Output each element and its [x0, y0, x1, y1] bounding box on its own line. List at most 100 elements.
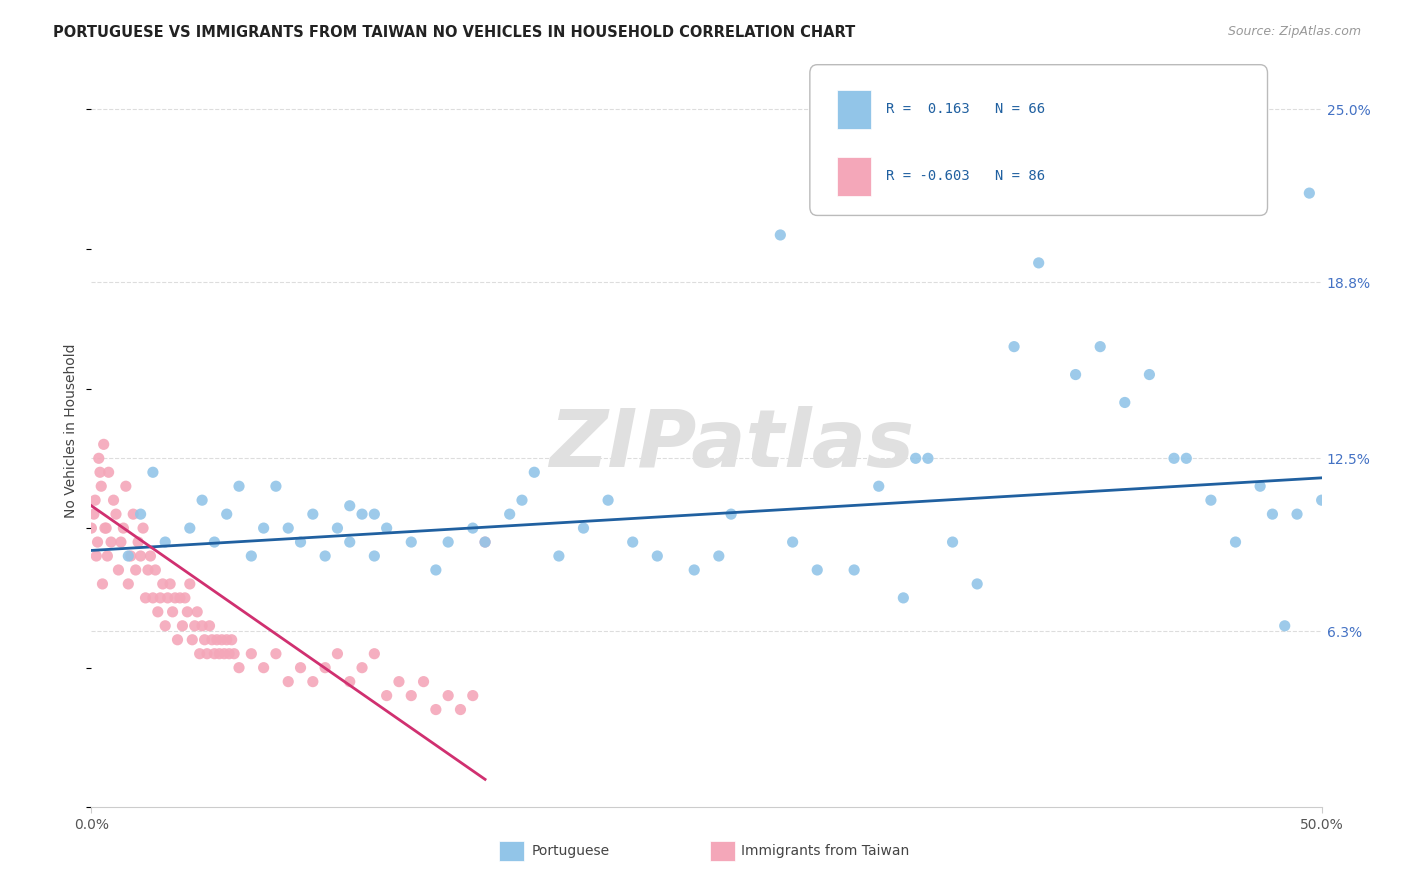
Point — [100, 535, 122, 549]
Point — [169, 591, 191, 605]
Point — [1114, 395, 1136, 409]
FancyBboxPatch shape — [810, 65, 1267, 216]
Point — [86, 549, 108, 563]
Point — [195, 647, 218, 661]
Point — [314, 549, 336, 563]
Point — [904, 451, 927, 466]
Point — [179, 577, 201, 591]
Point — [339, 499, 361, 513]
Point — [183, 619, 207, 633]
Point — [159, 577, 181, 591]
Point — [96, 521, 117, 535]
Point — [181, 632, 204, 647]
Point — [425, 702, 447, 716]
Point — [228, 661, 250, 675]
Point — [720, 507, 742, 521]
Point — [145, 563, 166, 577]
Point — [86, 535, 108, 549]
Point — [215, 507, 238, 521]
Y-axis label: No Vehicles in Household: No Vehicles in Household — [65, 343, 79, 517]
Point — [1199, 493, 1222, 508]
Point — [153, 535, 177, 549]
Point — [174, 591, 197, 605]
Point — [222, 647, 246, 661]
Point — [156, 591, 179, 605]
Point — [122, 507, 145, 521]
Point — [202, 535, 225, 549]
Point — [94, 521, 117, 535]
Point — [179, 521, 201, 535]
Point — [117, 549, 139, 563]
Point — [198, 619, 221, 633]
Point — [449, 702, 471, 716]
Point — [142, 465, 165, 479]
Point — [129, 549, 152, 563]
Point — [89, 465, 111, 479]
Text: Portuguese: Portuguese — [531, 844, 610, 858]
Point — [110, 535, 132, 549]
Point — [1298, 186, 1320, 200]
Point — [399, 689, 422, 703]
Point — [83, 507, 105, 521]
Point — [363, 549, 385, 563]
Point — [782, 535, 804, 549]
Point — [149, 591, 172, 605]
Point — [290, 535, 312, 549]
Point — [103, 493, 125, 508]
Point — [186, 605, 208, 619]
Point — [683, 563, 706, 577]
Point — [941, 535, 963, 549]
Point — [769, 227, 792, 242]
Point — [523, 465, 546, 479]
Point — [202, 647, 225, 661]
Point — [91, 577, 114, 591]
Point — [1163, 451, 1185, 466]
Point — [917, 451, 939, 466]
Point — [412, 674, 434, 689]
Point — [87, 451, 110, 466]
Point — [510, 493, 533, 508]
FancyBboxPatch shape — [837, 90, 872, 129]
Point — [388, 674, 411, 689]
Point — [117, 577, 139, 591]
Point — [264, 479, 287, 493]
Point — [1225, 535, 1247, 549]
Point — [621, 535, 644, 549]
Point — [461, 689, 484, 703]
Point — [326, 647, 349, 661]
Point — [339, 535, 361, 549]
Point — [399, 535, 422, 549]
Point — [114, 479, 138, 493]
Point — [211, 632, 233, 647]
Point — [264, 647, 287, 661]
Point — [162, 605, 184, 619]
Point — [596, 493, 619, 508]
Point — [290, 661, 312, 675]
Point — [1175, 451, 1198, 466]
Point — [166, 632, 188, 647]
Point — [80, 521, 103, 535]
Point — [1088, 340, 1111, 354]
Point — [572, 521, 595, 535]
Point — [352, 507, 374, 521]
Point — [201, 632, 224, 647]
Point — [107, 563, 129, 577]
Point — [1261, 507, 1284, 521]
Point — [253, 661, 276, 675]
Point — [253, 521, 276, 535]
Point — [105, 507, 127, 521]
Point — [214, 647, 236, 661]
Text: R =  0.163   N = 66: R = 0.163 N = 66 — [886, 103, 1045, 116]
Point — [1139, 368, 1161, 382]
Point — [90, 479, 112, 493]
Point — [84, 493, 107, 508]
Point — [1310, 493, 1333, 508]
Point — [868, 479, 890, 493]
Point — [146, 605, 169, 619]
Point — [139, 549, 162, 563]
Point — [93, 437, 115, 451]
Point — [301, 507, 323, 521]
Point — [1285, 507, 1308, 521]
Point — [120, 549, 142, 563]
Point — [966, 577, 988, 591]
